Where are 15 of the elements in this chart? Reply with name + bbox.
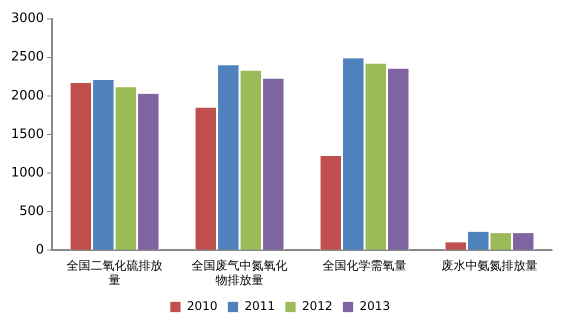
y-tick-label: 2500 bbox=[10, 50, 44, 65]
y-tick-label: 1500 bbox=[10, 126, 44, 142]
legend-label: 2010 bbox=[186, 299, 218, 314]
x-tick-label: 全国二氧化硫排放量 bbox=[66, 258, 163, 287]
y-tick-label: 500 bbox=[19, 204, 44, 220]
x-tick-label: 全国化学需氧量 bbox=[322, 258, 407, 273]
y-tick-label: 1000 bbox=[10, 165, 44, 180]
x-tick-label: 废水中氨氮排放量 bbox=[442, 258, 538, 273]
legend-label: 2012 bbox=[302, 299, 333, 314]
legend-label: 2013 bbox=[360, 299, 390, 314]
y-tick-label: 3000 bbox=[10, 11, 44, 26]
y-tick-label: 2000 bbox=[10, 88, 44, 104]
y-tick-label: 0 bbox=[36, 242, 44, 258]
x-tick-label: 全国废气中氮氧化物排放量 bbox=[192, 258, 288, 287]
legend-label: 2011 bbox=[244, 299, 276, 314]
